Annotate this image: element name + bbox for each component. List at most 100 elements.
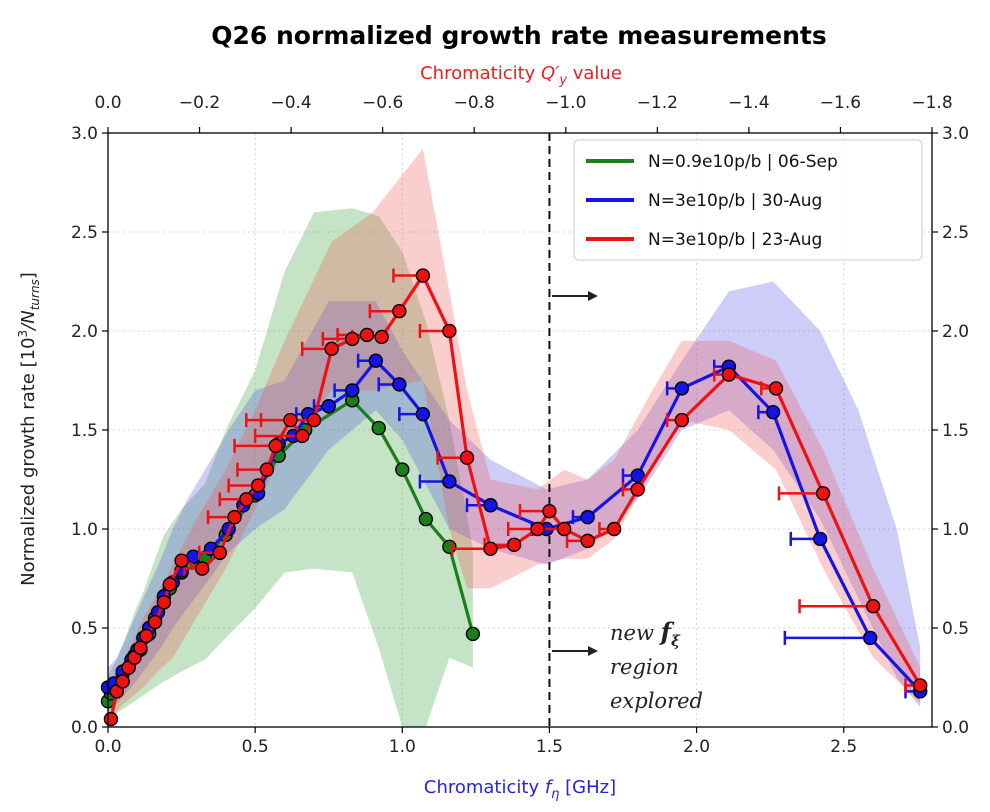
- data-point: [606, 521, 622, 537]
- data-point: [345, 383, 360, 398]
- data-point: [415, 406, 431, 422]
- annotation-line2: region: [610, 655, 679, 679]
- data-point: [415, 268, 431, 283]
- x2-tick-label: −0.4: [270, 93, 311, 113]
- legend-label-0: N=0.9e10p/b | 06-Sep: [648, 152, 838, 172]
- y-tick-label-right: 3.0: [942, 124, 969, 144]
- data-point: [321, 399, 336, 414]
- data-point: [227, 509, 242, 525]
- x-axis-label-post: [GHz]: [559, 777, 616, 798]
- band-series-2: [108, 148, 921, 728]
- series-lines: [100, 268, 928, 727]
- data-point: [295, 428, 310, 444]
- data-point: [865, 599, 881, 614]
- y-tick-label-right: 0.5: [942, 619, 969, 639]
- data-point: [542, 503, 557, 519]
- x2-tick-label: −0.2: [179, 93, 220, 113]
- data-point: [162, 577, 178, 592]
- top-axis-label-post: value: [567, 63, 622, 84]
- x2-tick-label: 0.0: [94, 93, 121, 113]
- data-point: [374, 329, 389, 345]
- chart-title: Q26 normalized growth rate measurements: [211, 21, 826, 50]
- y-axis-label-pre: Normalized growth rate [10: [18, 337, 39, 585]
- x-axis-label: Chromaticity fη [GHz]: [424, 777, 616, 802]
- data-point: [815, 486, 831, 501]
- data-point: [133, 640, 148, 655]
- x2-tick-label: −1.4: [728, 93, 769, 113]
- top-axis-label-sub: y: [558, 73, 567, 88]
- data-point: [392, 377, 407, 392]
- data-point: [580, 533, 595, 549]
- data-point: [459, 450, 475, 465]
- data-point: [239, 492, 254, 507]
- data-point: [483, 541, 498, 556]
- data-point: [212, 545, 228, 560]
- y-axis-label-sub: turns: [28, 279, 42, 310]
- x2-tick-label: −1.8: [911, 93, 952, 113]
- data-point: [418, 511, 434, 527]
- x2-tick-label: −0.8: [454, 93, 495, 113]
- annotation-line1-sub: ξ: [671, 632, 681, 650]
- data-point: [913, 678, 928, 693]
- y-axis-label: Normalized growth rate [103/Nturns]: [16, 272, 42, 586]
- data-point: [139, 628, 154, 644]
- data-point: [674, 381, 690, 396]
- data-point: [324, 341, 339, 357]
- x-tick-label: 1.0: [389, 737, 416, 757]
- axis-ticks: 0.0 0.5 1.0 1.5 2.0 2.5 0.0 −0.2 −0.4 −0.6 −0.8 −1.…: [71, 93, 969, 757]
- annotation-line3: explored: [610, 689, 703, 713]
- x-axis-label-sub: η: [551, 787, 559, 802]
- x-axis-label-sym: f: [545, 777, 554, 798]
- data-point: [580, 509, 595, 525]
- data-point: [345, 331, 360, 347]
- data-point: [359, 327, 375, 343]
- data-point: [442, 323, 457, 339]
- data-point: [674, 412, 690, 428]
- x2-tick-label: −1.6: [820, 93, 861, 113]
- arrow-right-upper-icon: [552, 291, 598, 301]
- data-point: [442, 474, 457, 489]
- y-tick-label-left: 0.5: [71, 619, 98, 639]
- y-tick-label-left: 0.0: [71, 718, 98, 738]
- data-point: [768, 381, 784, 396]
- data-point: [306, 412, 322, 428]
- data-point: [156, 595, 172, 610]
- top-axis-label-sym: Q′: [541, 63, 559, 84]
- x2-tick-label: −1.2: [637, 93, 678, 113]
- data-point: [630, 468, 645, 483]
- series-2: [103, 268, 928, 727]
- data-point: [250, 478, 266, 493]
- y-tick-label-left: 3.0: [71, 124, 98, 144]
- x-tick-label: 2.5: [830, 737, 857, 757]
- y-tick-label-right: 1.5: [942, 421, 969, 441]
- annotation-line1: new fξ: [610, 617, 681, 650]
- data-point: [103, 711, 119, 727]
- data-point: [483, 498, 498, 513]
- data-point: [186, 549, 201, 564]
- data-point: [556, 521, 572, 537]
- y-tick-label-right: 2.5: [942, 223, 969, 243]
- x-tick-label: 0.0: [94, 737, 121, 757]
- data-point: [147, 614, 163, 630]
- y-tick-label-left: 1.5: [71, 421, 98, 441]
- direction-arrows: [552, 291, 598, 656]
- data-point: [259, 462, 275, 477]
- y-tick-label-right: 0.0: [942, 718, 969, 738]
- arrow-right-lower-icon: [552, 646, 598, 656]
- x-tick-label: 2.0: [683, 737, 710, 757]
- data-point: [368, 353, 383, 368]
- legend-label-1: N=3e10p/b | 30-Aug: [648, 191, 822, 211]
- region-annotation: new fξ region explored: [610, 617, 703, 713]
- data-point: [371, 420, 386, 436]
- data-point: [392, 304, 407, 319]
- data-point: [630, 482, 645, 497]
- data-point: [174, 553, 189, 568]
- data-point: [115, 674, 130, 689]
- y-tick-label-left: 1.0: [71, 520, 98, 540]
- x2-tick-label: −0.6: [362, 93, 403, 113]
- y-axis-label-sup: 3: [16, 330, 30, 338]
- data-point: [395, 462, 410, 477]
- top-axis-label: Chromaticity Q′y value: [420, 63, 622, 88]
- top-axis-label-pre: Chromaticity: [420, 63, 541, 84]
